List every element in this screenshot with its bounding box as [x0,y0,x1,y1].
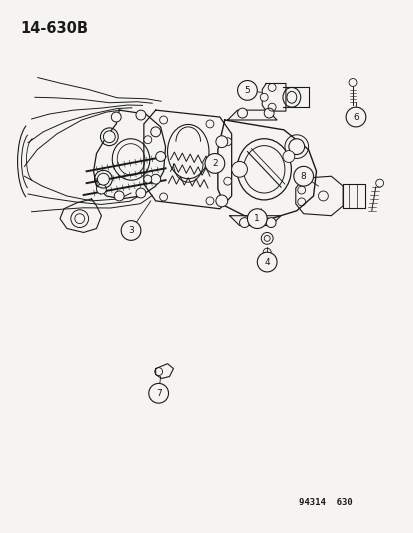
Circle shape [239,217,249,228]
Circle shape [148,383,168,403]
Circle shape [345,107,365,127]
Circle shape [204,154,224,173]
Circle shape [206,197,214,205]
Text: 7: 7 [155,389,161,398]
Text: 14-630B: 14-630B [21,21,88,36]
Circle shape [143,136,152,144]
Circle shape [111,112,121,122]
Circle shape [150,127,160,137]
Circle shape [263,236,270,241]
Circle shape [75,214,85,223]
Circle shape [266,217,275,228]
Circle shape [257,252,276,272]
Text: 8: 8 [300,172,306,181]
Circle shape [223,138,231,146]
Text: 94314  630: 94314 630 [298,498,351,507]
Text: 4: 4 [264,257,269,266]
Circle shape [293,166,313,186]
Circle shape [237,108,247,118]
Circle shape [215,195,227,207]
Circle shape [288,139,304,155]
Circle shape [237,80,257,100]
Circle shape [159,116,167,124]
Circle shape [150,174,160,184]
Circle shape [247,209,266,229]
Circle shape [263,108,273,118]
Text: 1: 1 [254,214,259,223]
Circle shape [96,184,106,194]
Circle shape [103,131,115,143]
Circle shape [159,193,167,201]
Text: 6: 6 [352,112,358,122]
Circle shape [223,177,231,185]
Text: 5: 5 [244,86,250,95]
Circle shape [231,161,247,177]
Circle shape [143,175,152,183]
Text: 3: 3 [128,226,133,235]
Circle shape [135,188,145,198]
Circle shape [215,136,227,148]
Circle shape [135,110,145,120]
Circle shape [121,221,140,240]
Circle shape [348,78,356,86]
Circle shape [375,179,383,187]
Circle shape [260,93,268,101]
Circle shape [282,151,294,163]
Circle shape [155,151,165,161]
Circle shape [206,120,214,128]
Circle shape [97,173,109,185]
Text: 2: 2 [211,159,217,168]
Circle shape [114,191,124,201]
